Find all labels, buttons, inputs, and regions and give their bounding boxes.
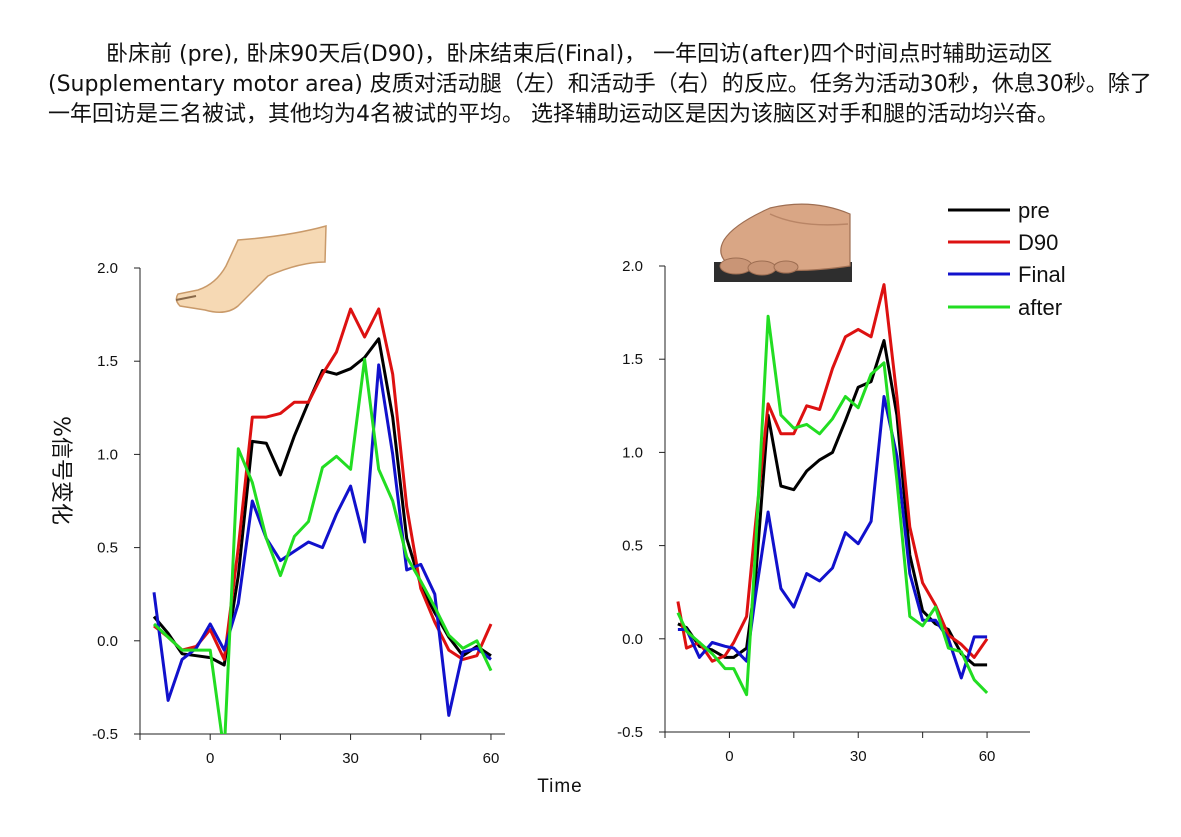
x-tick-label: 30: [850, 748, 867, 765]
chart-panel-1: -0.5 0.0 0.5 1.0 1.5 2.0 0 30 60 Time %信号变化: [48, 260, 583, 797]
y-axis-title: %信号变化: [48, 416, 73, 525]
legend-label-d90: D90: [1018, 230, 1058, 255]
y-tick-label: 1.5: [97, 353, 118, 370]
series-line-final: [152, 363, 492, 717]
y-tick-label: 1.0: [622, 444, 643, 461]
y-tick-label: 0.0: [97, 633, 118, 650]
y-tick-label: 2.0: [622, 258, 643, 275]
legend-label-after: after: [1018, 295, 1062, 320]
chart-panel-2: -0.5 0.0 0.5 1.0 1.5 2.0 0 30 60: [617, 258, 1030, 765]
series-line-after: [152, 357, 493, 734]
y-tick-label: -0.5: [92, 726, 118, 743]
x-tick-label: 0: [206, 750, 214, 767]
y-tick-label: -0.5: [617, 724, 643, 741]
figure-caption: 卧床前 (pre), 卧床90天后(D90)，卧床结束后(Final)， 一年回…: [48, 42, 1152, 127]
hand-illustration: [714, 196, 852, 282]
series-line-pre: [677, 339, 988, 667]
x-tick-label: 60: [483, 750, 500, 767]
y-tick-label: 0.0: [622, 631, 643, 648]
y-tick-label: 0.5: [622, 538, 643, 555]
x-tick-label: 60: [979, 748, 996, 765]
y-tick-label: 0.5: [97, 540, 118, 557]
x-tick-label: 0: [725, 748, 733, 765]
series-line-d90: [153, 307, 493, 661]
series-line-d90: [676, 283, 989, 663]
x-axis-title: Time: [537, 776, 583, 797]
y-tick-label: 1.5: [622, 351, 643, 368]
x-tick-label: 30: [342, 750, 359, 767]
series-line-after: [676, 314, 989, 697]
legend: pre D90 Final after: [948, 198, 1066, 320]
y-tick-label: 2.0: [97, 260, 118, 277]
y-tick-label: 1.0: [97, 446, 118, 463]
legend-label-pre: pre: [1018, 198, 1050, 223]
leg-illustration: [175, 225, 327, 313]
legend-label-final: Final: [1018, 262, 1066, 287]
series-line-final: [677, 395, 988, 680]
